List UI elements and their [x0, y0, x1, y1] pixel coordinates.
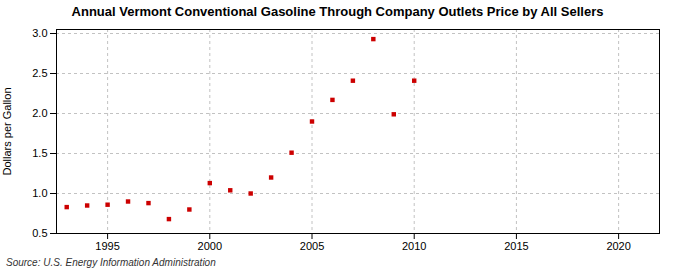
svg-text:2015: 2015 — [504, 240, 528, 252]
svg-text:0.5: 0.5 — [32, 227, 47, 239]
svg-text:2.0: 2.0 — [32, 107, 47, 119]
svg-text:1995: 1995 — [95, 240, 119, 252]
svg-text:1.5: 1.5 — [32, 147, 47, 159]
svg-text:3.0: 3.0 — [32, 27, 47, 39]
svg-text:2000: 2000 — [198, 240, 222, 252]
svg-text:2010: 2010 — [402, 240, 426, 252]
svg-text:2.5: 2.5 — [32, 67, 47, 79]
html-text:Annual Vermont Conventional Ga: Annual Vermont Conventional Gasoline Thr… — [71, 4, 604, 19]
svg-text:1.0: 1.0 — [32, 187, 47, 199]
svg-text:2005: 2005 — [300, 240, 324, 252]
html-text:Source: U.S. Energy Informatio: Source: U.S. Energy Information Administ… — [6, 257, 216, 268]
svg-text:Dollars per Gallon: Dollars per Gallon — [1, 87, 13, 175]
svg-text:2020: 2020 — [606, 240, 630, 252]
